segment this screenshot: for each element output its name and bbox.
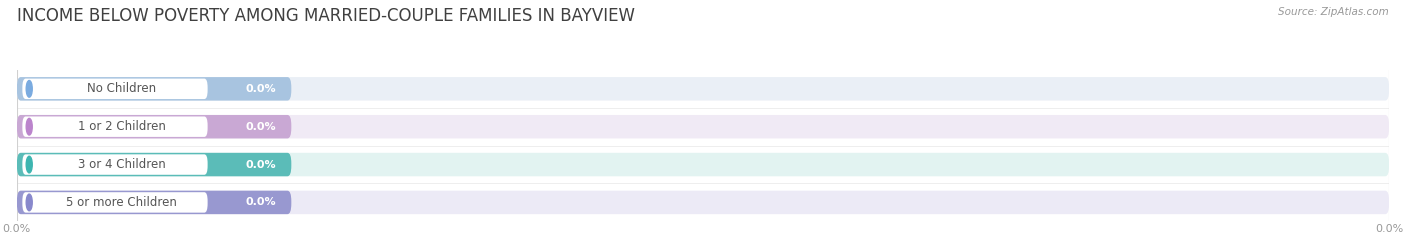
FancyBboxPatch shape — [17, 191, 1389, 214]
FancyBboxPatch shape — [17, 153, 1389, 176]
Text: 1 or 2 Children: 1 or 2 Children — [77, 120, 166, 133]
Circle shape — [27, 156, 32, 173]
FancyBboxPatch shape — [22, 154, 208, 175]
FancyBboxPatch shape — [17, 77, 291, 101]
FancyBboxPatch shape — [22, 79, 208, 99]
Circle shape — [27, 118, 32, 135]
FancyBboxPatch shape — [17, 153, 291, 176]
Text: 0.0%: 0.0% — [246, 84, 277, 94]
FancyBboxPatch shape — [17, 77, 1389, 101]
FancyBboxPatch shape — [17, 115, 291, 138]
Text: 3 or 4 Children: 3 or 4 Children — [77, 158, 166, 171]
Text: 0.0%: 0.0% — [246, 122, 277, 132]
Text: No Children: No Children — [87, 82, 156, 95]
Text: INCOME BELOW POVERTY AMONG MARRIED-COUPLE FAMILIES IN BAYVIEW: INCOME BELOW POVERTY AMONG MARRIED-COUPL… — [17, 7, 636, 25]
Circle shape — [27, 194, 32, 211]
FancyBboxPatch shape — [22, 192, 208, 213]
Circle shape — [27, 80, 32, 97]
Text: 0.0%: 0.0% — [246, 160, 277, 170]
FancyBboxPatch shape — [17, 115, 1389, 138]
Text: 5 or more Children: 5 or more Children — [66, 196, 177, 209]
Text: 0.0%: 0.0% — [246, 197, 277, 207]
FancyBboxPatch shape — [17, 191, 291, 214]
FancyBboxPatch shape — [22, 116, 208, 137]
Text: Source: ZipAtlas.com: Source: ZipAtlas.com — [1278, 7, 1389, 17]
